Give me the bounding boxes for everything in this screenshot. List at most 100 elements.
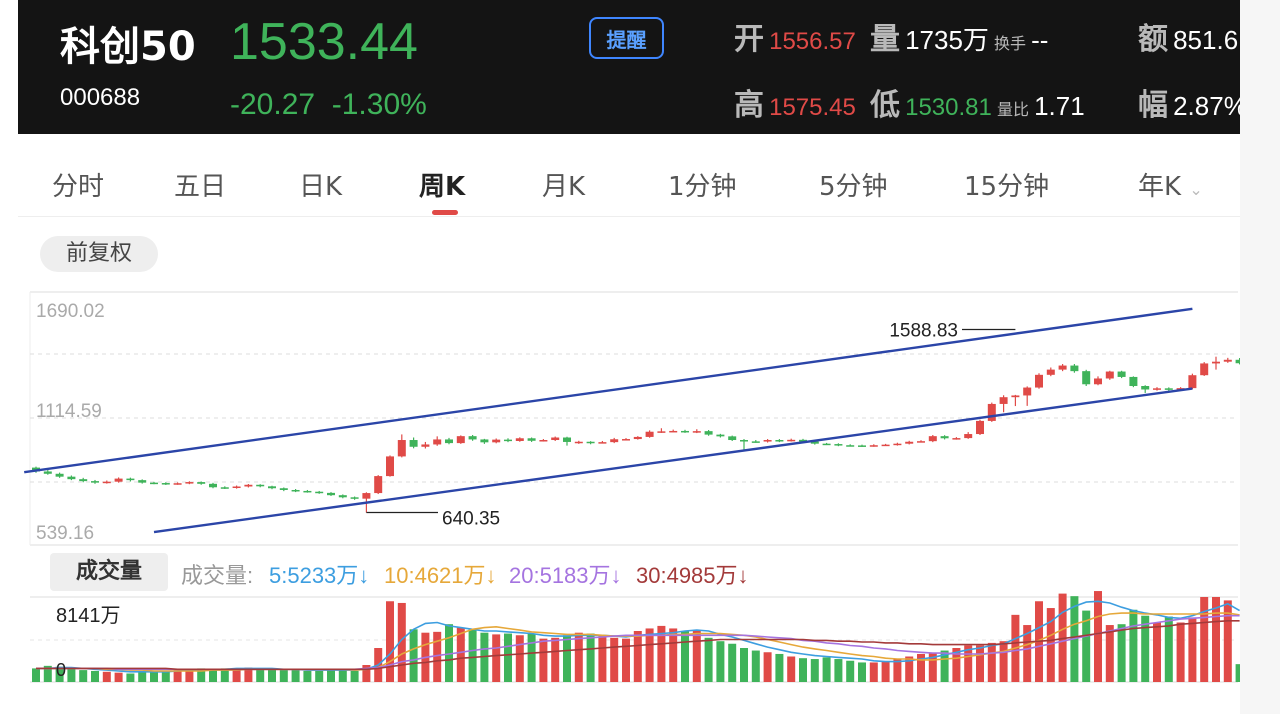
volume-bar <box>940 650 949 682</box>
ma10-legend: 10:4621万↓ <box>384 563 497 588</box>
candle-body <box>940 436 949 439</box>
volume-indicator-button[interactable]: 成交量 <box>50 553 168 591</box>
candle-body <box>362 493 371 499</box>
volume-bar <box>716 641 725 682</box>
volume-label: 量 <box>870 22 900 57</box>
adjust-mode-button[interactable]: 前复权 <box>40 236 158 272</box>
tab-weekly-k[interactable]: 周K <box>419 172 466 202</box>
volume-bar <box>822 657 831 682</box>
low-label: 低 <box>870 88 900 123</box>
volume-title: 成交量: <box>181 563 254 588</box>
volume-bar <box>681 631 689 682</box>
channel-line-upper <box>24 307 1193 474</box>
candle-body <box>527 438 536 441</box>
candle-body <box>574 441 583 444</box>
volume-bar <box>799 658 807 682</box>
candle-body <box>1223 359 1232 362</box>
volume-bar <box>539 638 548 682</box>
volume-bar <box>232 668 241 682</box>
candle-body <box>185 482 194 484</box>
kline-chart: 1690.02 1114.59 539.16 1588.83 640.35 8141万 0 <box>24 291 1240 683</box>
volume-bar <box>740 648 748 682</box>
candle-body <box>1094 378 1102 385</box>
active-tab-indicator <box>432 210 458 215</box>
candle-body <box>480 439 489 443</box>
volume-bar <box>43 665 52 682</box>
candle-body <box>1188 375 1197 389</box>
volume-bar <box>185 670 194 682</box>
ma20-legend: 20:5183万↓ <box>509 563 622 588</box>
volume-bar <box>869 662 878 682</box>
volume-bar <box>409 629 418 682</box>
volume-bar <box>586 633 595 682</box>
volume-bar <box>268 669 276 682</box>
candle-body <box>787 439 796 442</box>
volume-bar <box>657 625 666 682</box>
volume-bar <box>102 671 111 682</box>
volume-bar <box>787 656 796 682</box>
candle-body <box>433 439 442 445</box>
tab-monthly-k[interactable]: 月K <box>542 172 586 202</box>
candle-body <box>492 439 501 443</box>
candle-body <box>610 439 619 443</box>
candle-body <box>114 478 123 482</box>
candle-body <box>197 482 206 484</box>
volume-bar <box>220 668 229 682</box>
candle-body <box>704 431 713 435</box>
volume-bar <box>150 670 158 682</box>
volume-bar <box>433 631 442 682</box>
volume-bar <box>209 669 217 682</box>
volume-bar <box>1200 597 1209 682</box>
remind-button[interactable]: 提醒 <box>589 17 664 59</box>
volume-bar <box>928 653 937 682</box>
volume-bar <box>468 629 477 682</box>
tab-five-day[interactable]: 五日 <box>174 172 227 202</box>
volume-zero-label: 0 <box>56 660 66 680</box>
tab-yearly-k[interactable]: 年K ⌄ <box>1138 166 1203 203</box>
volume-bar <box>1235 664 1240 682</box>
candle-body <box>1129 376 1138 387</box>
candle-body <box>256 484 265 487</box>
candle-body <box>692 431 701 433</box>
tab-5min[interactable]: 5分钟 <box>819 172 888 202</box>
volume-bar <box>161 670 170 682</box>
candle-body <box>858 445 866 447</box>
candle-body <box>1082 371 1091 385</box>
volume-bar <box>834 659 843 682</box>
volume-bar <box>1141 615 1150 682</box>
volume-max-label: 8141万 <box>56 605 121 627</box>
volume-bar <box>327 670 335 682</box>
volume-bar <box>1223 600 1232 682</box>
y-tick-label: 1114.59 <box>36 401 102 422</box>
candle-body <box>1023 387 1032 396</box>
volume-bar <box>504 633 512 682</box>
high-value: 1575.45 <box>769 94 856 121</box>
volume-bar <box>197 668 206 682</box>
candle-body <box>126 478 135 481</box>
volume-bar <box>480 632 489 682</box>
candle-body <box>421 444 430 447</box>
tab-15min[interactable]: 15分钟 <box>964 172 1050 202</box>
volume-bar <box>350 670 359 682</box>
candle-body <box>846 445 855 447</box>
candle-body <box>315 491 324 494</box>
tab-intraday[interactable]: 分时 <box>52 172 105 202</box>
volume-bar <box>1212 597 1220 682</box>
low-annotation-label: 640.35 <box>442 508 500 529</box>
candle-body <box>810 441 819 444</box>
period-tabs: 分时 五日 日K 周K 月K 1分钟 5分钟 15分钟 年K ⌄ <box>18 148 1240 217</box>
candle-body <box>598 442 607 444</box>
candle-body <box>799 439 807 442</box>
volume-bar <box>244 667 253 682</box>
candle-body <box>1141 386 1150 390</box>
candle-body <box>173 483 182 485</box>
volume-bar <box>999 641 1008 682</box>
tab-daily-k[interactable]: 日K <box>299 172 343 202</box>
tab-1min[interactable]: 1分钟 <box>668 172 737 202</box>
candle-body <box>79 479 88 482</box>
candle-body <box>515 438 524 441</box>
ma30-legend: 30:4985万↓ <box>636 563 749 588</box>
candle-body <box>67 476 76 480</box>
chevron-down-icon: ⌄ <box>1189 180 1203 199</box>
quote-header: 科创50 000688 1533.44 -20.27 -1.30% 提醒 开 1… <box>18 0 1247 134</box>
